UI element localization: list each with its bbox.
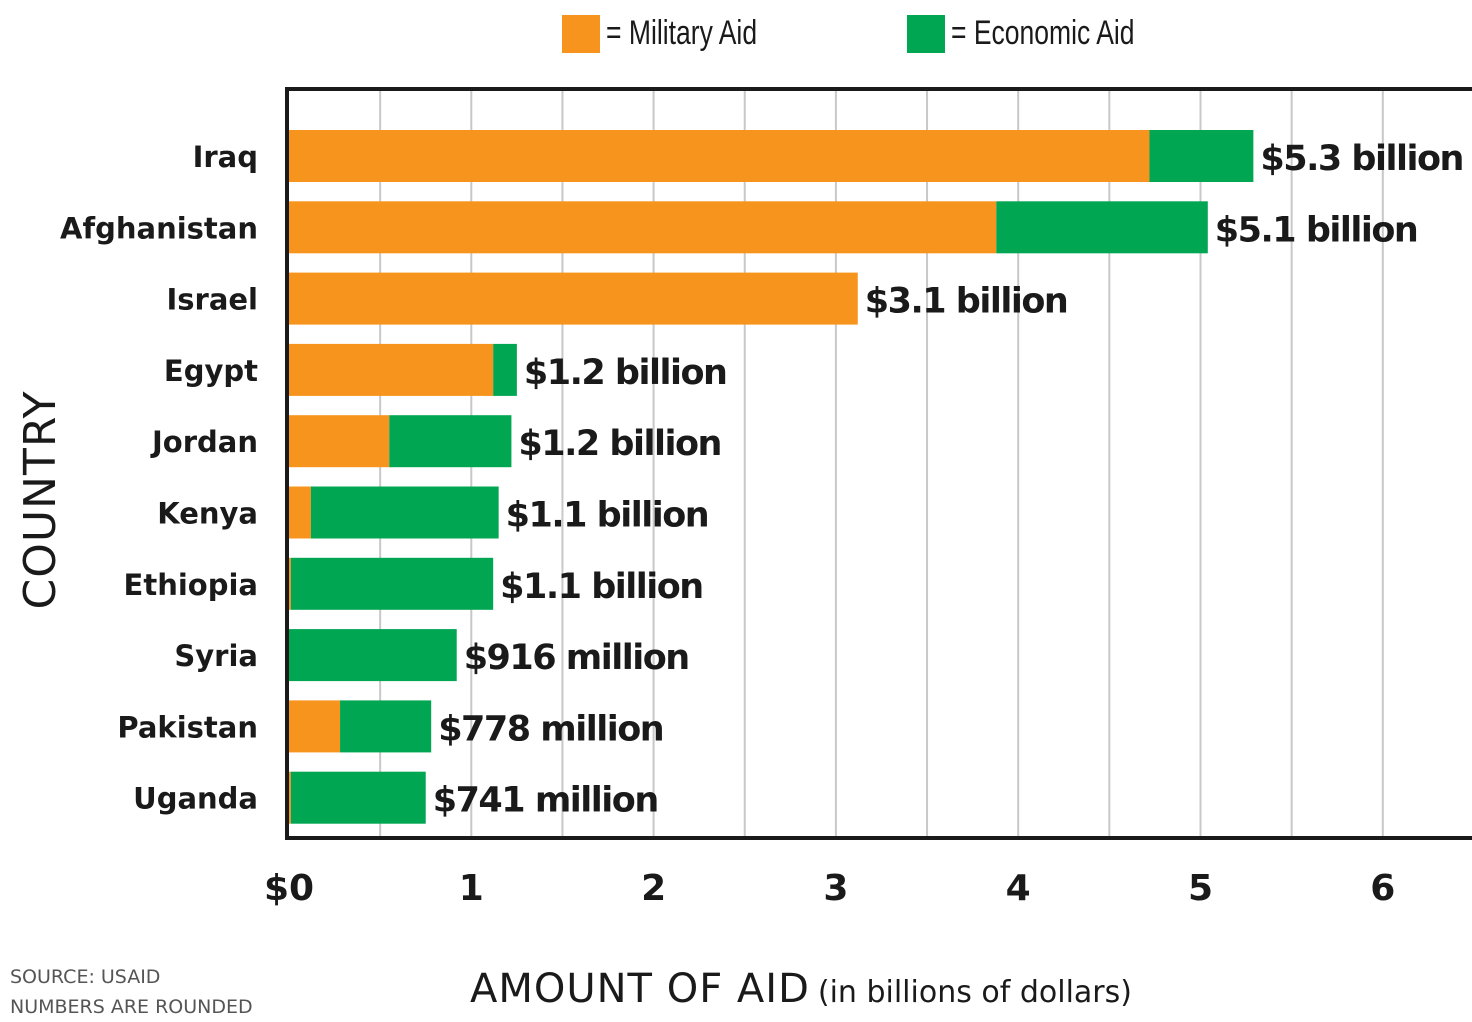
category-label: Israel	[166, 283, 258, 317]
category-label: Iraq	[193, 140, 258, 174]
category-label: Syria	[174, 639, 258, 673]
bar-economic-pakistan	[340, 700, 432, 753]
category-label: Uganda	[133, 782, 258, 816]
data-label: $5.1 billion	[1215, 210, 1418, 250]
rounding-note: NUMBERS ARE ROUNDED	[10, 996, 253, 1018]
y-axis-title: COUNTRY	[15, 391, 66, 610]
source-text: SOURCE: USAID	[10, 966, 161, 988]
legend-label-economic: = Economic Aid	[951, 14, 1135, 52]
x-tick-label: 2	[641, 868, 666, 909]
data-label: $1.2 billion	[524, 353, 727, 393]
plot-frame	[285, 87, 1472, 840]
bar-military-pakistan	[289, 700, 341, 753]
bar-military-uganda	[289, 771, 291, 824]
bar-economic-uganda	[290, 771, 426, 824]
bar-military-kenya	[289, 486, 311, 539]
bar-military-ethiopia	[289, 557, 291, 610]
x-tick-label: 5	[1188, 868, 1213, 909]
data-label: $778 million	[438, 709, 663, 749]
bar-economic-kenya	[310, 486, 499, 539]
category-label: Kenya	[157, 497, 258, 531]
category-label: Afghanistan	[60, 211, 258, 245]
legend-swatch-military	[562, 14, 600, 53]
legend-swatch-economic	[907, 14, 945, 53]
x-tick-label: 6	[1370, 868, 1395, 909]
x-tick-label: $0	[264, 868, 314, 909]
category-label: Ethiopia	[124, 568, 258, 602]
bar-economic-afghanistan	[996, 201, 1208, 254]
data-label: $1.1 billion	[500, 567, 703, 607]
legend-item-economic: = Economic Aid	[907, 14, 1186, 53]
bar-military-iraq	[289, 130, 1150, 182]
data-labels: $5.3 billion $5.1 billion $3.1 billion $1.2…	[433, 139, 1465, 821]
bar-military-afghanistan	[289, 201, 997, 254]
x-tick-labels: $0 1 2 3 4 5 6	[264, 868, 1395, 909]
category-labels: Iraq Afghanistan Israel Egypt Jordan Kenya Eth…	[60, 140, 258, 816]
category-label: Pakistan	[117, 710, 258, 744]
category-label: Jordan	[150, 425, 258, 459]
data-label: $3.1 billion	[865, 282, 1068, 322]
bar-economic-ethiopia	[290, 557, 494, 610]
x-axis-title: AMOUNT OF AID (in billions of dollars)	[470, 966, 1132, 1012]
bar-military-israel	[289, 272, 858, 325]
bar-economic-syria	[289, 629, 457, 682]
bars	[289, 130, 1254, 824]
bar-economic-egypt	[493, 343, 517, 396]
x-axis-title-sub: (in billions of dollars)	[817, 975, 1132, 1010]
x-axis-title-main: AMOUNT OF AID	[470, 966, 810, 1012]
bar-military-jordan	[289, 415, 390, 468]
data-label: $741 million	[433, 781, 658, 821]
legend-label-military: = Military Aid	[606, 14, 758, 52]
data-label: $1.2 billion	[518, 424, 721, 464]
legend-item-military: = Military Aid	[562, 14, 800, 53]
bar-economic-jordan	[389, 415, 512, 468]
bar-military-egypt	[289, 343, 494, 396]
x-tick-label: 1	[459, 868, 484, 909]
category-label: Egypt	[164, 354, 258, 388]
x-tick-label: 3	[823, 868, 848, 909]
data-label: $1.1 billion	[506, 496, 709, 536]
data-label: $916 million	[464, 638, 689, 678]
bar-economic-iraq	[1149, 130, 1254, 182]
legend: = Military Aid = Economic Aid	[0, 0, 1472, 70]
data-label: $5.3 billion	[1260, 139, 1463, 179]
source-note: SOURCE: USAID NUMBERS ARE ROUNDED	[10, 962, 253, 1022]
x-tick-label: 4	[1006, 868, 1031, 909]
